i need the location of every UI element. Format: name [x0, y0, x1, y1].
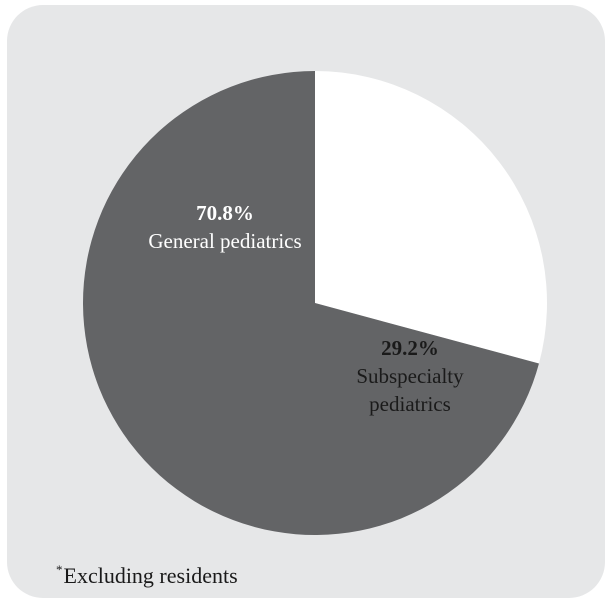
footnote: *Excluding residents — [56, 562, 238, 589]
slice-label-subspecialty: 29.2% Subspecialty pediatrics — [356, 336, 464, 416]
pie-slice-subspecialty — [315, 71, 548, 364]
pie-labels: 29.2% Subspecialty pediatrics 70.8% General … — [148, 201, 464, 416]
slice-category: General pediatrics — [148, 229, 301, 253]
slice-label-general: 70.8% General pediatrics — [148, 201, 301, 253]
pie-slices — [83, 71, 548, 535]
pie-slice-general — [83, 71, 539, 535]
slice-category: pediatrics — [369, 392, 451, 416]
slice-percent: 70.8% — [196, 201, 254, 225]
footnote-text: Excluding residents — [63, 563, 238, 588]
slice-category: Subspecialty — [356, 364, 464, 388]
footnote-marker: * — [56, 562, 63, 577]
slice-percent: 29.2% — [381, 336, 439, 360]
